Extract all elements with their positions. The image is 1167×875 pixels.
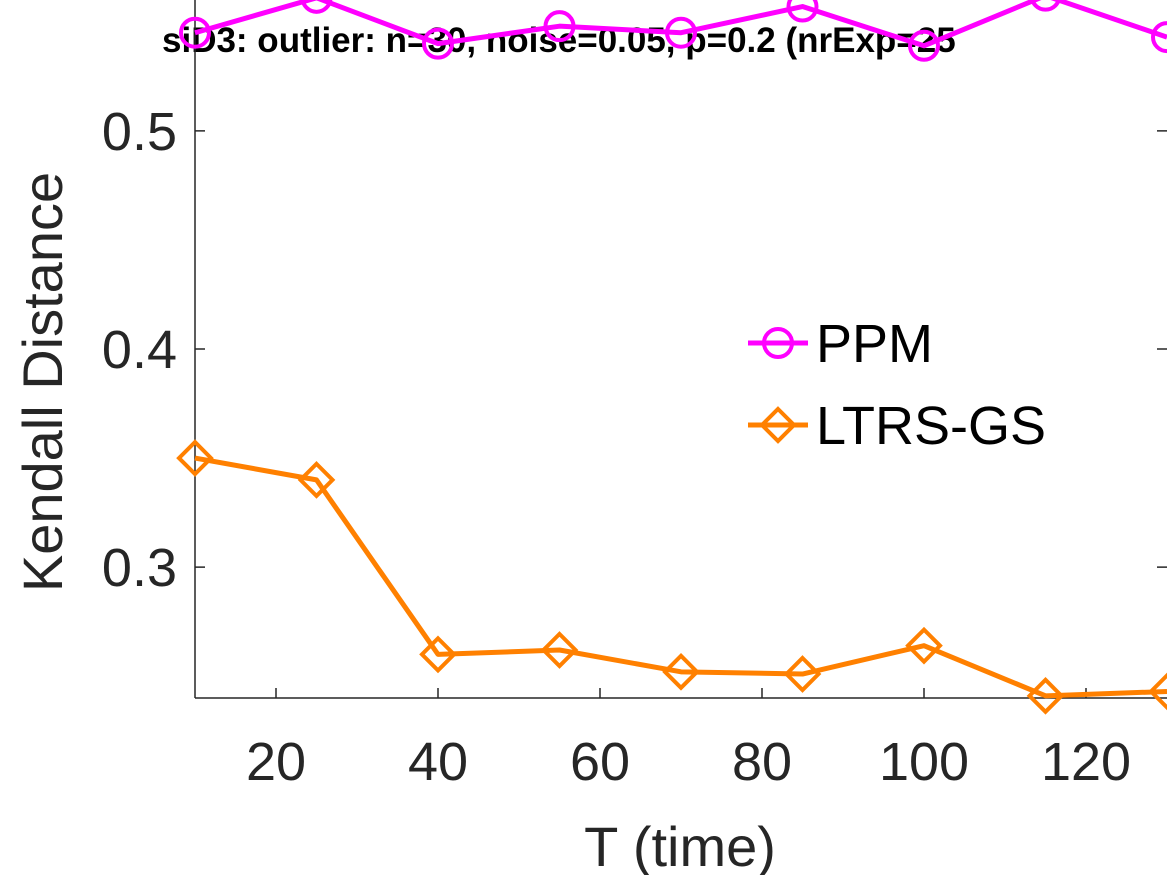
series-line-ppm	[194, 0, 1167, 49]
legend-swatch-marker	[762, 327, 794, 359]
data-point-ltrs-gs	[662, 652, 700, 691]
legend-label: PPM	[816, 314, 933, 374]
data-point-ltrs-gs	[1026, 676, 1065, 715]
data-point-ltrs-gs	[419, 635, 457, 674]
y-tick-label: 0.5	[102, 102, 177, 162]
series-ltrs-gs	[176, 439, 1167, 715]
data-point-ltrs-gs	[783, 655, 822, 693]
data-point-ltrs-gs	[176, 439, 214, 477]
x-axis-ticks: 20 40 60 80 100 120	[246, 688, 1131, 792]
data-point-ppm	[1030, 0, 1061, 12]
legend-item-ltrs-gs: LTRS-GS	[748, 396, 1046, 456]
data-point-ppm	[1151, 21, 1167, 54]
data-point-ltrs-gs	[905, 626, 943, 665]
series-ppm	[179, 0, 1167, 62]
series-layer	[176, 0, 1167, 715]
plot-frame	[194, 0, 1167, 699]
data-point-ppm	[422, 27, 454, 60]
y-tick-label: 0.4	[102, 320, 177, 380]
data-point-ppm	[908, 29, 940, 62]
x-tick-label: 100	[879, 732, 969, 792]
legend: PPM LTRS-GS	[748, 314, 1046, 456]
data-point-ltrs-gs	[540, 631, 579, 669]
legend-label: LTRS-GS	[816, 396, 1046, 456]
y-axis-ticks: 0.3 0.4 0.5	[102, 102, 1167, 598]
x-tick-label: 20	[246, 732, 306, 792]
x-tick-label: 80	[732, 732, 792, 792]
legend-item-ppm: PPM	[748, 314, 933, 374]
data-point-ltrs-gs	[1148, 672, 1167, 711]
x-tick-label: 120	[1041, 732, 1131, 792]
x-tick-label: 40	[408, 732, 468, 792]
x-axis-title: T (time)	[584, 815, 776, 875]
data-point-ppm	[179, 16, 211, 49]
data-point-ppm	[543, 10, 576, 43]
legend-swatch-marker	[759, 406, 797, 444]
data-point-ppm	[786, 0, 819, 23]
y-axis-title: Kendall Distance	[11, 172, 74, 592]
x-tick-label: 60	[570, 732, 630, 792]
data-point-ppm	[665, 16, 697, 49]
data-point-ppm	[300, 0, 333, 14]
data-point-ltrs-gs	[297, 461, 336, 499]
series-line-ltrs-gs	[194, 455, 1167, 699]
y-tick-label: 0.3	[102, 538, 177, 598]
